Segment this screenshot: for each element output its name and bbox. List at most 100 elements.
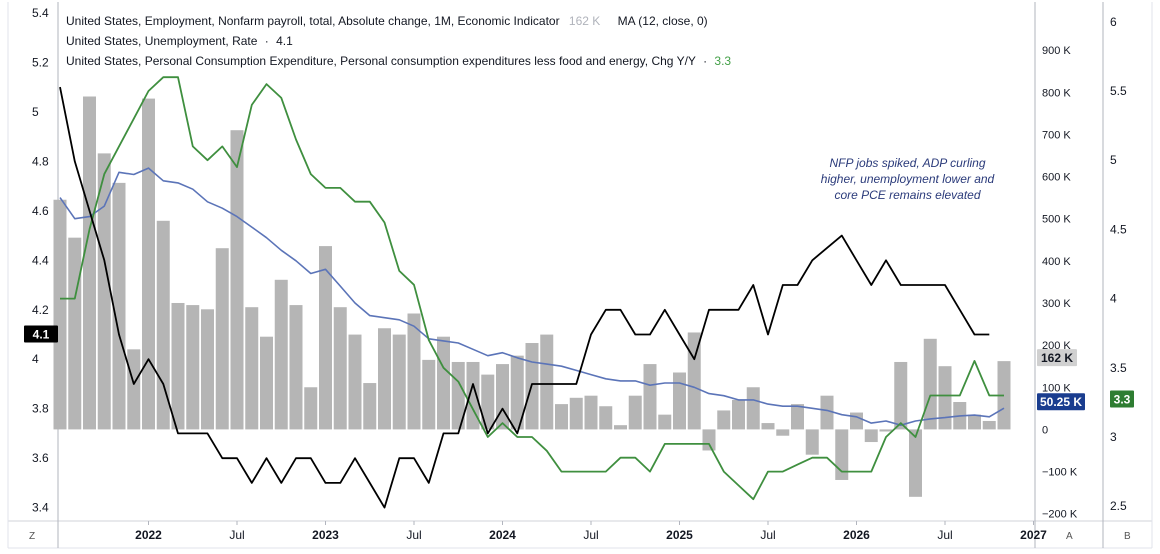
- nfp-bar[interactable]: [171, 302, 185, 430]
- mid-axis-tick-label: 300 K: [1042, 298, 1071, 310]
- right-axis-tick-label: 4.5: [1110, 222, 1127, 236]
- nfp-bar[interactable]: [864, 429, 878, 443]
- legend-row-pce[interactable]: United States, Personal Consumption Expe…: [66, 51, 731, 71]
- x-axis-tick-label: 2025: [666, 528, 693, 542]
- nfp-bar[interactable]: [968, 414, 981, 430]
- nfp-bar[interactable]: [569, 397, 583, 430]
- legend-row-nfp[interactable]: United States, Employment, Nonfarm payro…: [66, 11, 731, 31]
- legend-nfp-label: United States, Employment, Nonfarm payro…: [66, 14, 560, 28]
- auto-scale-button[interactable]: A: [1066, 531, 1073, 542]
- nfp-bar[interactable]: [378, 328, 391, 430]
- nfp-bar[interactable]: [510, 355, 524, 430]
- legend-ma-label[interactable]: MA (12, close, 0): [617, 14, 708, 28]
- nfp-bar[interactable]: [142, 98, 155, 430]
- nfp-bar[interactable]: [658, 414, 672, 430]
- nfp-bar[interactable]: [348, 334, 362, 430]
- nfp-bar[interactable]: [112, 182, 126, 430]
- left-axis-tick-label: 4.4: [32, 253, 49, 267]
- pce-last-value-bg: [1110, 390, 1134, 408]
- x-axis-tick-label: Jul: [937, 528, 952, 542]
- nfp-bar[interactable]: [687, 332, 701, 430]
- nfp-bar[interactable]: [289, 305, 303, 430]
- mid-axis-tick-label: 0: [1042, 424, 1048, 436]
- nfp-bar[interactable]: [274, 279, 288, 430]
- legend-pce-value: 3.3: [714, 54, 732, 68]
- x-axis-tick-label: 2022: [135, 528, 162, 542]
- nfp-bar[interactable]: [407, 313, 421, 430]
- nfp-bar[interactable]: [97, 153, 111, 430]
- left-axis-tick-label: 3.6: [32, 451, 49, 465]
- nfp-bar[interactable]: [245, 307, 259, 430]
- nfp-bar[interactable]: [363, 383, 377, 430]
- nfp-bar[interactable]: [894, 361, 908, 430]
- legend-nfp-value: 162 K: [568, 14, 601, 28]
- chart-annotation: NFP jobs spiked, ADP curling higher, une…: [795, 155, 1020, 203]
- nfp-bar[interactable]: [879, 429, 893, 432]
- right-axis-tick-label: 5: [1110, 153, 1117, 167]
- x-axis-tick-label: Jul: [760, 528, 775, 542]
- left-axis-tick-label: 4.6: [32, 204, 49, 218]
- nfp-bar[interactable]: [673, 372, 686, 430]
- ma-line[interactable]: [59, 167, 1005, 426]
- scale-b-button[interactable]: B: [1124, 531, 1131, 542]
- nfp-bar[interactable]: [230, 130, 244, 430]
- nfp-bar[interactable]: [127, 349, 141, 430]
- x-axis-tick-label: 2026: [843, 528, 870, 542]
- nfp-bar[interactable]: [982, 420, 996, 430]
- nfp-bar[interactable]: [761, 423, 775, 430]
- unemployment-last-value-bg: [24, 325, 58, 343]
- nfp-bar[interactable]: [333, 307, 347, 430]
- nfp-bar[interactable]: [909, 429, 922, 497]
- nfp-bar[interactable]: [923, 338, 937, 430]
- nfp-bar[interactable]: [776, 429, 790, 436]
- timezone-button[interactable]: Z: [29, 531, 36, 542]
- x-axis-tick-label: Jul: [406, 528, 421, 542]
- x-axis-tick-label: 2023: [312, 528, 339, 542]
- nfp-bar[interactable]: [201, 309, 214, 430]
- nfp-bar[interactable]: [319, 246, 332, 430]
- legend-row-unemployment[interactable]: United States, Unemployment, Rate · 4.1: [66, 31, 731, 51]
- left-axis-tick-label: 5.4: [32, 6, 49, 20]
- nfp-bar[interactable]: [260, 336, 273, 430]
- nfp-bar[interactable]: [215, 248, 229, 430]
- nfp-bar[interactable]: [717, 410, 731, 430]
- annotation-line-1: NFP jobs spiked, ADP curling: [829, 156, 986, 170]
- nfp-bar[interactable]: [83, 96, 96, 430]
- nfp-bar[interactable]: [938, 366, 952, 430]
- nfp-bar[interactable]: [437, 336, 450, 430]
- nfp-bar[interactable]: [392, 334, 406, 430]
- right-axis-tick-label: 2.5: [1110, 499, 1127, 513]
- legend: United States, Employment, Nonfarm payro…: [66, 11, 731, 71]
- pce-last-value: 3.3: [1114, 392, 1131, 406]
- right-axis-tick-label: 4: [1110, 292, 1117, 306]
- nfp-bar[interactable]: [584, 395, 598, 430]
- x-axis-tick-label: 2027: [1020, 528, 1047, 542]
- nfp-bar[interactable]: [791, 404, 804, 430]
- nfp-bar[interactable]: [68, 237, 82, 430]
- nfp-bar[interactable]: [820, 395, 834, 430]
- nfp-bar[interactable]: [304, 387, 318, 430]
- nfp-bar[interactable]: [614, 425, 627, 430]
- nfp-bar[interactable]: [53, 199, 67, 430]
- pce-line[interactable]: [60, 76, 1004, 501]
- nfp-bar[interactable]: [186, 305, 200, 430]
- nfp-bar[interactable]: [746, 387, 760, 430]
- nfp-bar[interactable]: [466, 361, 480, 430]
- left-axis-tick-label: 3.4: [32, 501, 49, 515]
- nfp-bar[interactable]: [805, 429, 819, 455]
- nfp-bar[interactable]: [702, 429, 716, 451]
- nfp-bar[interactable]: [540, 334, 554, 430]
- nfp-bar[interactable]: [628, 395, 642, 430]
- left-axis-tick-label: 5.2: [32, 55, 49, 69]
- nfp-bar[interactable]: [732, 399, 745, 430]
- nfp-bar[interactable]: [599, 406, 613, 430]
- nfp-bar[interactable]: [850, 412, 863, 430]
- nfp-bar[interactable]: [555, 404, 568, 430]
- nfp-bar[interactable]: [422, 359, 436, 430]
- nfp-bar[interactable]: [481, 374, 495, 430]
- nfp-bar[interactable]: [643, 364, 657, 430]
- unemployment-line[interactable]: [59, 86, 990, 509]
- nfp-bar[interactable]: [496, 364, 509, 430]
